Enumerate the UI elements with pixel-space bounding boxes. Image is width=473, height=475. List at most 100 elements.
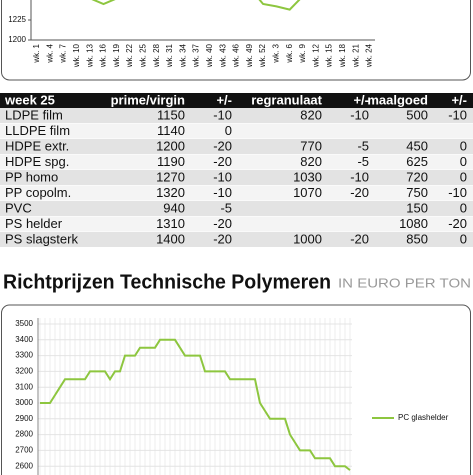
table-cell: 770 xyxy=(300,138,322,153)
table-cell: -20 xyxy=(213,138,232,153)
x-tick-label: wk. 49 xyxy=(245,43,254,68)
table-cell: 1150 xyxy=(157,107,185,122)
chart-frame xyxy=(1,304,471,475)
y-tick-label: 3100 xyxy=(15,382,33,391)
table-cell: 750 xyxy=(406,185,428,200)
x-tick-label: wk. 52 xyxy=(258,43,267,68)
table-cell: 0 xyxy=(225,123,232,138)
table-cell: 1310 xyxy=(156,216,185,231)
line xyxy=(40,338,351,471)
table-cell: -20 xyxy=(350,185,369,200)
table-cell: -5 xyxy=(357,138,369,153)
table-cell: HDPE extr. xyxy=(5,138,69,153)
table-header-cell: +/- xyxy=(451,92,467,107)
x-tick-label: wk. 12 xyxy=(311,43,320,68)
y-tick-label: 2600 xyxy=(15,461,33,470)
table-cell: 1000 xyxy=(293,231,322,246)
table-row-bg xyxy=(0,123,473,139)
x-tick-label: wk. 1 xyxy=(32,43,41,63)
x-tick-label: wk. 19 xyxy=(112,43,121,68)
table-cell: 1400 xyxy=(156,231,185,246)
x-tick-label: wk. 28 xyxy=(152,43,161,68)
table-row-bg xyxy=(0,108,473,124)
table-cell: 625 xyxy=(406,154,428,169)
y-tick-label: 1225 xyxy=(8,15,26,24)
x-tick-label: wk. 46 xyxy=(232,43,241,68)
table-cell: -20 xyxy=(350,231,369,246)
table-cell: 500 xyxy=(406,107,428,122)
table-cell: 720 xyxy=(406,169,428,184)
table-header-cell: regranulaat xyxy=(251,92,322,107)
table-cell: 0 xyxy=(460,138,467,153)
table-cell: 0 xyxy=(460,200,467,215)
table-cell: 940 xyxy=(163,200,185,215)
table-cell: LDPE film xyxy=(5,107,63,122)
y-tick-label: 2900 xyxy=(15,414,33,423)
table-header-cell: +/- xyxy=(353,92,369,107)
x-tick-label: wk. 10 xyxy=(72,43,81,68)
table-cell: 820 xyxy=(300,107,322,122)
table-cell: 820 xyxy=(300,154,322,169)
table-cell: PS slagsterk xyxy=(5,231,78,246)
table-row-bg xyxy=(0,139,473,155)
table-cell: 1200 xyxy=(156,138,185,153)
table-header-bg xyxy=(0,93,473,108)
y-tick-label: 3200 xyxy=(15,367,33,376)
table-row-bg xyxy=(0,185,473,201)
heading-subtitle: IN EURO PER TON xyxy=(338,275,471,290)
x-tick-label: wk. 13 xyxy=(85,43,94,68)
x-tick-label: wk. 3 xyxy=(272,43,281,63)
table-cell: 1190 xyxy=(157,154,185,169)
table-header-cell: prime/virgin xyxy=(111,92,185,107)
table-cell: 450 xyxy=(406,138,428,153)
x-tick-label: wk. 24 xyxy=(365,43,374,68)
table-cell: 1320 xyxy=(156,185,185,200)
table-cell: 1030 xyxy=(293,169,322,184)
y-tick-label: 1200 xyxy=(8,35,26,44)
table-cell: -10 xyxy=(213,169,232,184)
table-cell: -20 xyxy=(213,216,232,231)
y-tick-label: 3300 xyxy=(15,351,33,360)
legend-label: PC glashelder xyxy=(398,413,449,422)
x-tick-label: wk. 16 xyxy=(99,43,108,68)
x-tick-label: wk. 43 xyxy=(218,43,227,68)
x-tick-label: wk. 31 xyxy=(165,43,174,68)
y-tick-label: 3500 xyxy=(15,319,33,328)
table-cell: 0 xyxy=(460,169,467,184)
table-cell: PP homo xyxy=(5,169,58,184)
y-tick-label: 3000 xyxy=(15,398,33,407)
x-tick-label: wk. 37 xyxy=(192,43,201,68)
table-cell: -10 xyxy=(448,185,467,200)
table-cell: -10 xyxy=(213,185,232,200)
table-cell: LLDPE film xyxy=(5,123,70,138)
y-tick-label: 2800 xyxy=(15,430,33,439)
x-tick-label: wk. 18 xyxy=(338,43,347,68)
table-header-cell: week 25 xyxy=(4,92,55,107)
table-cell: -20 xyxy=(448,216,467,231)
table-row-bg xyxy=(0,232,473,248)
table-cell: HDPE spg. xyxy=(5,154,69,169)
x-tick-label: wk. 34 xyxy=(178,43,187,68)
x-tick-label: wk. 4 xyxy=(45,43,54,63)
x-tick-label: wk. 9 xyxy=(298,43,307,63)
table-cell: 1270 xyxy=(156,169,185,184)
x-tick-label: wk. 25 xyxy=(139,43,148,68)
table-row-bg xyxy=(0,201,473,217)
x-tick-label: wk. 22 xyxy=(125,43,134,68)
table-cell: -5 xyxy=(357,154,369,169)
table-row-bg xyxy=(0,216,473,232)
x-tick-label: wk. 21 xyxy=(351,43,360,68)
table-cell: PP copolm. xyxy=(5,185,71,200)
x-tick-label: wk. 7 xyxy=(59,43,68,63)
line xyxy=(91,0,301,11)
chart-frame xyxy=(1,0,471,81)
x-tick-label: wk. 15 xyxy=(325,43,334,68)
table-cell: -10 xyxy=(350,107,369,122)
x-tick-label: wk. 6 xyxy=(285,43,294,63)
y-tick-label: 2700 xyxy=(15,446,33,455)
y-tick-label: 3400 xyxy=(15,335,33,344)
table-cell: 850 xyxy=(406,231,428,246)
table-cell: 1070 xyxy=(293,185,322,200)
